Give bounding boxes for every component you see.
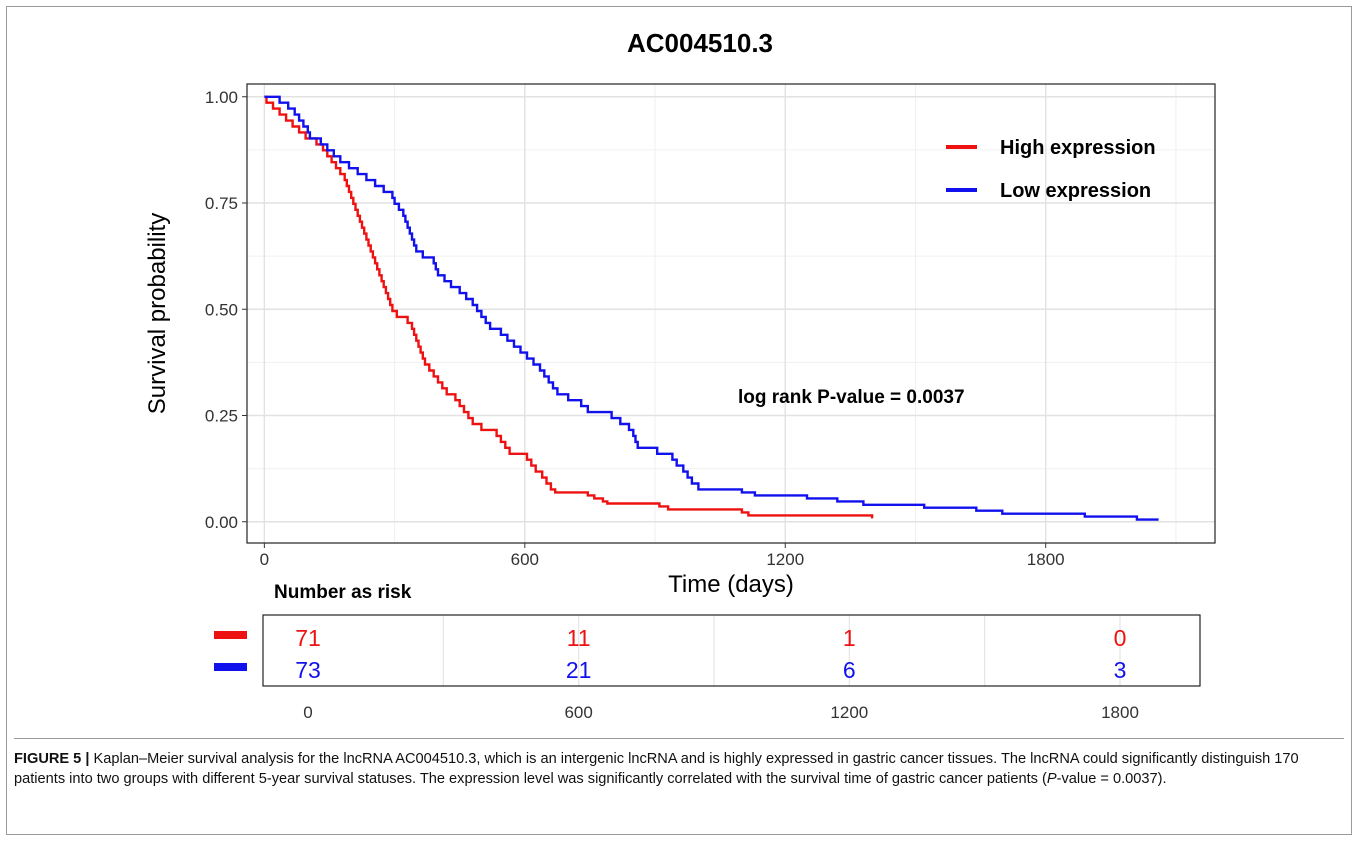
risk-count: 21	[566, 657, 592, 683]
x-tick-label: 0	[260, 550, 269, 569]
risk-count: 0	[1114, 625, 1127, 651]
logrank-annotation: log rank P-value = 0.0037	[738, 387, 965, 408]
survival-curve-high	[264, 95, 874, 519]
y-tick-label: 0.00	[205, 513, 238, 532]
risk-count: 71	[295, 625, 321, 651]
survival-curve-low	[264, 95, 1159, 521]
y-tick-label: 0.75	[205, 194, 238, 213]
caption-label: FIGURE 5 |	[14, 751, 90, 767]
risk-count: 73	[295, 657, 321, 683]
risk-count: 3	[1114, 657, 1127, 683]
caption-p-italic: P	[1046, 771, 1057, 787]
survival-chart: AC004510.30 600 1200 18000.000.250.500.751.…	[144, 28, 1216, 722]
legend-label-low: Low expression	[1000, 180, 1151, 202]
legend-label-high: High expression	[1000, 137, 1156, 159]
risk-count: 11	[567, 625, 591, 651]
risk-table-border	[262, 614, 1201, 687]
risk-count: 6	[843, 657, 856, 683]
risk-table-title: Number as risk	[274, 582, 412, 603]
y-tick-label: 0.25	[205, 407, 238, 426]
y-tick-label: 0.50	[205, 300, 238, 319]
x-tick-label: 1800	[1027, 550, 1065, 569]
risk-x-tick-label: 600	[564, 703, 592, 722]
plot-border	[246, 83, 1216, 544]
y-tick-label: 1.00	[205, 88, 238, 107]
caption-text-2: -value = 0.0037).	[1056, 771, 1167, 787]
y-axis-label: Survival probability	[144, 213, 171, 414]
x-tick-label: 600	[511, 550, 539, 569]
x-tick-label: 1200	[766, 550, 804, 569]
risk-x-tick-label: 1200	[830, 703, 868, 722]
chart-title: AC004510.3	[627, 28, 773, 58]
risk-count: 1	[843, 625, 856, 651]
risk-x-tick-label: 1800	[1101, 703, 1139, 722]
caption-text-1: Kaplan–Meier survival analysis for the l…	[14, 751, 1299, 787]
figure-caption: FIGURE 5 | Kaplan–Meier survival analysi…	[14, 738, 1344, 789]
figure-frame	[6, 6, 1352, 835]
x-axis-label: Time (days)	[668, 571, 794, 598]
risk-x-tick-label: 0	[303, 703, 312, 722]
